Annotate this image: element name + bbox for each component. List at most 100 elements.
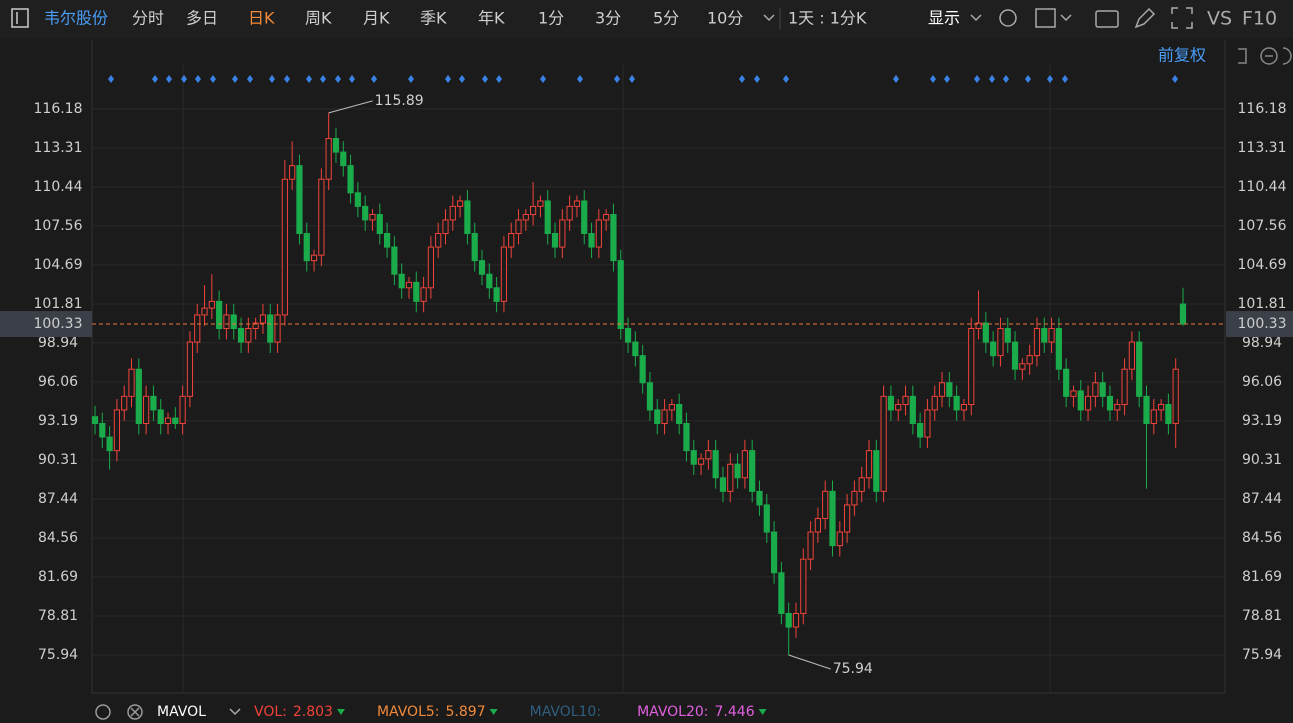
candle-body <box>938 382 946 397</box>
candle-body <box>383 233 391 248</box>
event-marker <box>195 75 201 83</box>
candle-body <box>208 300 215 309</box>
candle-body <box>851 490 858 506</box>
candle-body <box>968 328 975 405</box>
candle-body <box>252 322 259 330</box>
event-marker <box>284 75 290 83</box>
candle-body <box>486 273 493 289</box>
event-marker <box>614 75 620 83</box>
box-icon[interactable] <box>1035 8 1056 28</box>
adjust-mode[interactable]: 前复权 <box>1158 46 1206 65</box>
camera-icon[interactable] <box>1095 10 1119 28</box>
y-tick-label: 116.18 <box>34 101 83 117</box>
candle-body <box>457 200 464 207</box>
min-label: 75.94 <box>833 661 873 677</box>
candle-body <box>143 395 150 424</box>
event-marker <box>930 75 936 83</box>
y-tick-label: 101.81 <box>34 296 83 312</box>
menu-icon[interactable] <box>11 8 29 28</box>
candle-body <box>376 214 383 235</box>
event-marker <box>974 75 980 83</box>
candle-body <box>267 314 274 343</box>
period[interactable]: 1天 : 1分K <box>788 9 867 28</box>
candle-body <box>259 314 267 324</box>
event-marker <box>306 75 312 83</box>
y-tick-label: 96.06 <box>38 374 78 390</box>
candle-body <box>960 403 968 411</box>
tab[interactable]: 日K <box>248 9 275 28</box>
tab[interactable]: 3分 <box>595 9 621 28</box>
candle-body <box>1077 390 1084 411</box>
f10-button[interactable]: F10 <box>1242 8 1277 30</box>
chevron <box>1060 14 1072 22</box>
candle-body <box>172 417 179 424</box>
candle-body <box>595 219 602 248</box>
settings-icon[interactable] <box>999 9 1017 27</box>
y-tick-label-right: 98.94 <box>1242 335 1282 351</box>
event-marker <box>408 75 414 83</box>
tab[interactable]: 1分 <box>538 9 564 28</box>
candle-body <box>763 504 770 533</box>
event-marker <box>269 75 275 83</box>
fullscreen-icon[interactable] <box>1171 7 1193 29</box>
icon[interactable] <box>1238 48 1247 64</box>
candle-body <box>1136 341 1143 397</box>
y-tick-label-right: 90.31 <box>1242 452 1282 468</box>
close-icon[interactable] <box>127 704 143 720</box>
y-tick-label-right: 78.81 <box>1242 608 1282 624</box>
candle-body <box>1172 368 1179 424</box>
candle-body <box>157 409 164 424</box>
y-tick-label-right: 107.56 <box>1238 218 1287 234</box>
candle-body <box>1063 368 1070 397</box>
tab[interactable]: 周K <box>305 9 332 28</box>
zoom-in[interactable] <box>1282 47 1292 65</box>
candle-body <box>194 314 201 343</box>
settings-icon[interactable] <box>95 704 111 720</box>
event-marker <box>247 75 253 83</box>
tab[interactable]: 年K <box>478 9 505 28</box>
candle-body <box>581 200 588 235</box>
candle-body <box>1179 303 1187 325</box>
tab[interactable]: 10分 <box>707 9 743 28</box>
event-marker <box>152 75 158 83</box>
candle-body <box>347 165 354 194</box>
candle-body <box>829 490 836 547</box>
chevron[interactable] <box>229 708 241 716</box>
candle-body <box>435 233 442 248</box>
trend-arrow <box>489 709 498 715</box>
candle-body <box>289 165 296 180</box>
candle-body <box>800 558 807 614</box>
candle-body <box>1143 395 1150 424</box>
candle-body <box>135 368 142 424</box>
min-pointer <box>788 654 831 670</box>
candle-body <box>603 214 610 221</box>
y-tick-label-right: 110.44 <box>1238 179 1287 195</box>
candle-body <box>121 395 128 411</box>
y-tick-label-right: 81.69 <box>1242 569 1282 585</box>
trend-arrow <box>336 709 345 715</box>
candle-body <box>500 246 508 302</box>
vs-button[interactable]: VS <box>1207 8 1232 30</box>
candle-body <box>478 260 486 275</box>
candle-body <box>106 436 113 452</box>
zoom-out[interactable] <box>1260 47 1278 65</box>
candle-body <box>741 450 748 479</box>
candle-body <box>1026 355 1033 365</box>
candle-body <box>128 368 135 397</box>
candle-body <box>909 395 916 424</box>
candle-body <box>1048 328 1055 343</box>
tab[interactable]: 月K <box>363 9 390 28</box>
pencil-icon[interactable] <box>1134 7 1156 29</box>
stock-name[interactable]: 韦尔股份 <box>44 9 108 28</box>
tab[interactable]: 多日 <box>186 9 218 28</box>
indicator-name[interactable]: MAVOL <box>157 704 206 720</box>
tab[interactable]: 5分 <box>653 9 679 28</box>
candle-body <box>887 395 895 411</box>
tab[interactable]: 分时 <box>132 9 164 28</box>
display-menu[interactable]: 显示 <box>928 9 960 28</box>
chevron[interactable] <box>763 14 775 22</box>
event-marker <box>893 75 899 83</box>
tab[interactable]: 季K <box>420 9 447 28</box>
candle-body <box>814 517 821 533</box>
